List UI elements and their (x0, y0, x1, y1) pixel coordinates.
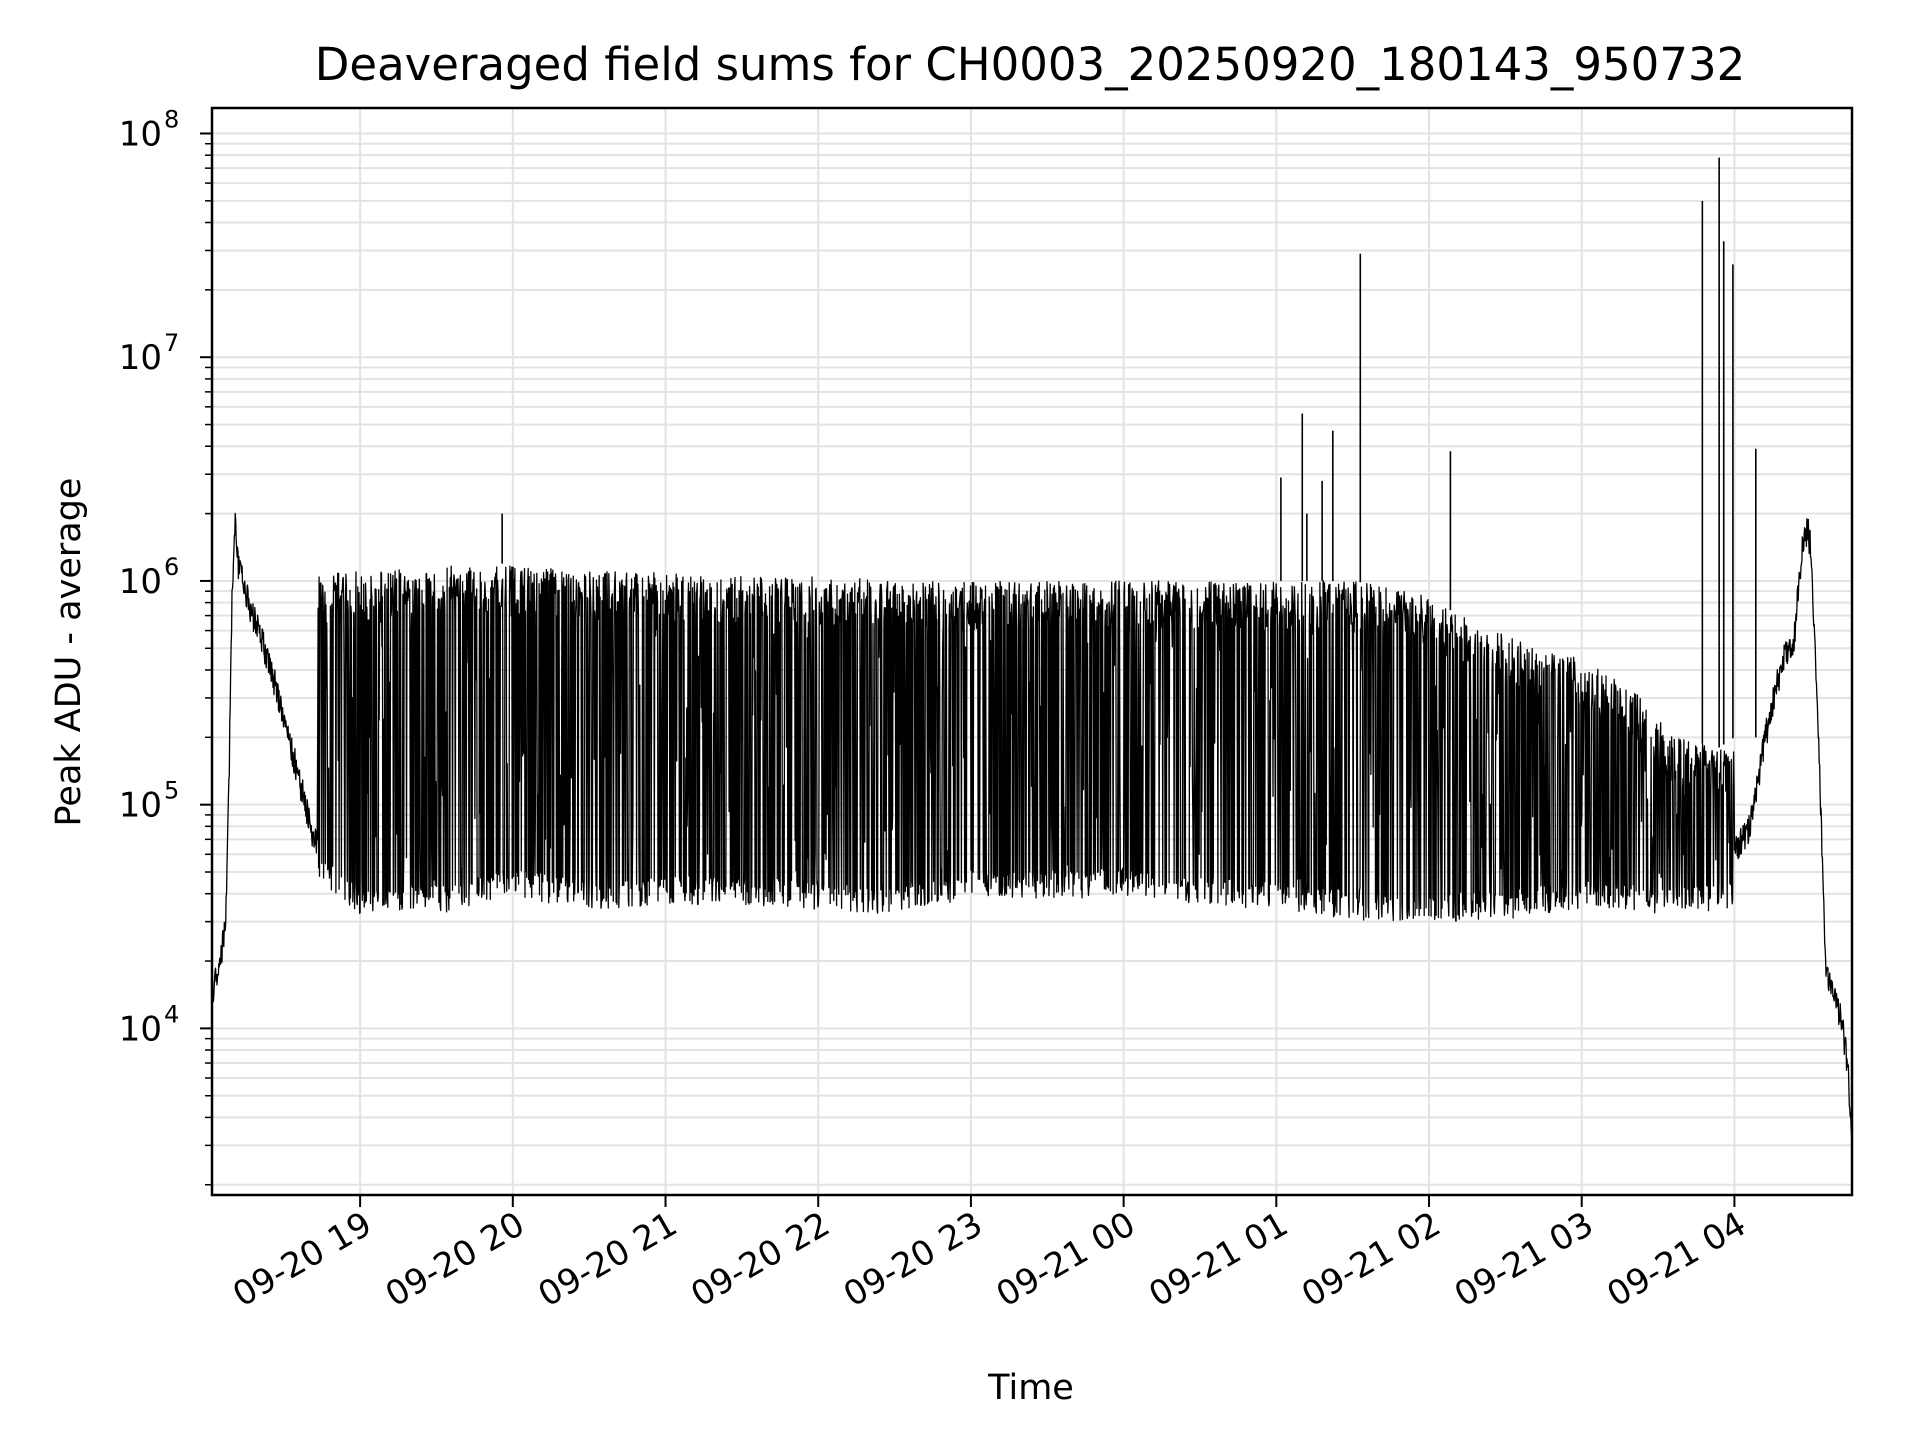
y-tick-label: 10 (119, 786, 162, 826)
x-axis-label: Time (987, 1368, 1074, 1408)
y-tick-exponent: 7 (164, 329, 179, 357)
x-tick-label: 09-21 04 (1601, 1204, 1753, 1315)
x-tick-label: 09-21 01 (1142, 1204, 1294, 1315)
y-tick-exponent: 5 (164, 777, 179, 805)
plot-frame (210, 106, 1854, 1197)
x-tick-label: 09-21 00 (990, 1204, 1142, 1315)
x-tick-label: 09-21 02 (1295, 1204, 1447, 1315)
y-tick-label: 10 (119, 114, 162, 154)
x-tick-label: 09-20 19 (226, 1204, 378, 1315)
series-line (211, 512, 1853, 1136)
x-tick-label: 09-20 22 (684, 1204, 836, 1315)
chart-title: Deaveraged field sums for CH0003_2025092… (315, 38, 1745, 91)
y-tick-label: 10 (119, 562, 162, 602)
y-tick-exponent: 8 (164, 105, 179, 133)
series-layer (211, 157, 1853, 1136)
y-tick-exponent: 4 (164, 1000, 179, 1028)
x-tick-label: 09-20 23 (837, 1204, 989, 1315)
x-tick-label: 09-20 20 (379, 1204, 531, 1315)
y-axis-label: Peak ADU - average (49, 478, 89, 827)
x-tick-label: 09-20 21 (532, 1204, 684, 1315)
y-tick-label: 10 (119, 1009, 162, 1049)
x-tick-label: 09-21 03 (1448, 1204, 1600, 1315)
tick-layer (200, 132, 1736, 1207)
y-tick-label: 10 (119, 338, 162, 378)
y-tick-exponent: 6 (164, 553, 179, 581)
